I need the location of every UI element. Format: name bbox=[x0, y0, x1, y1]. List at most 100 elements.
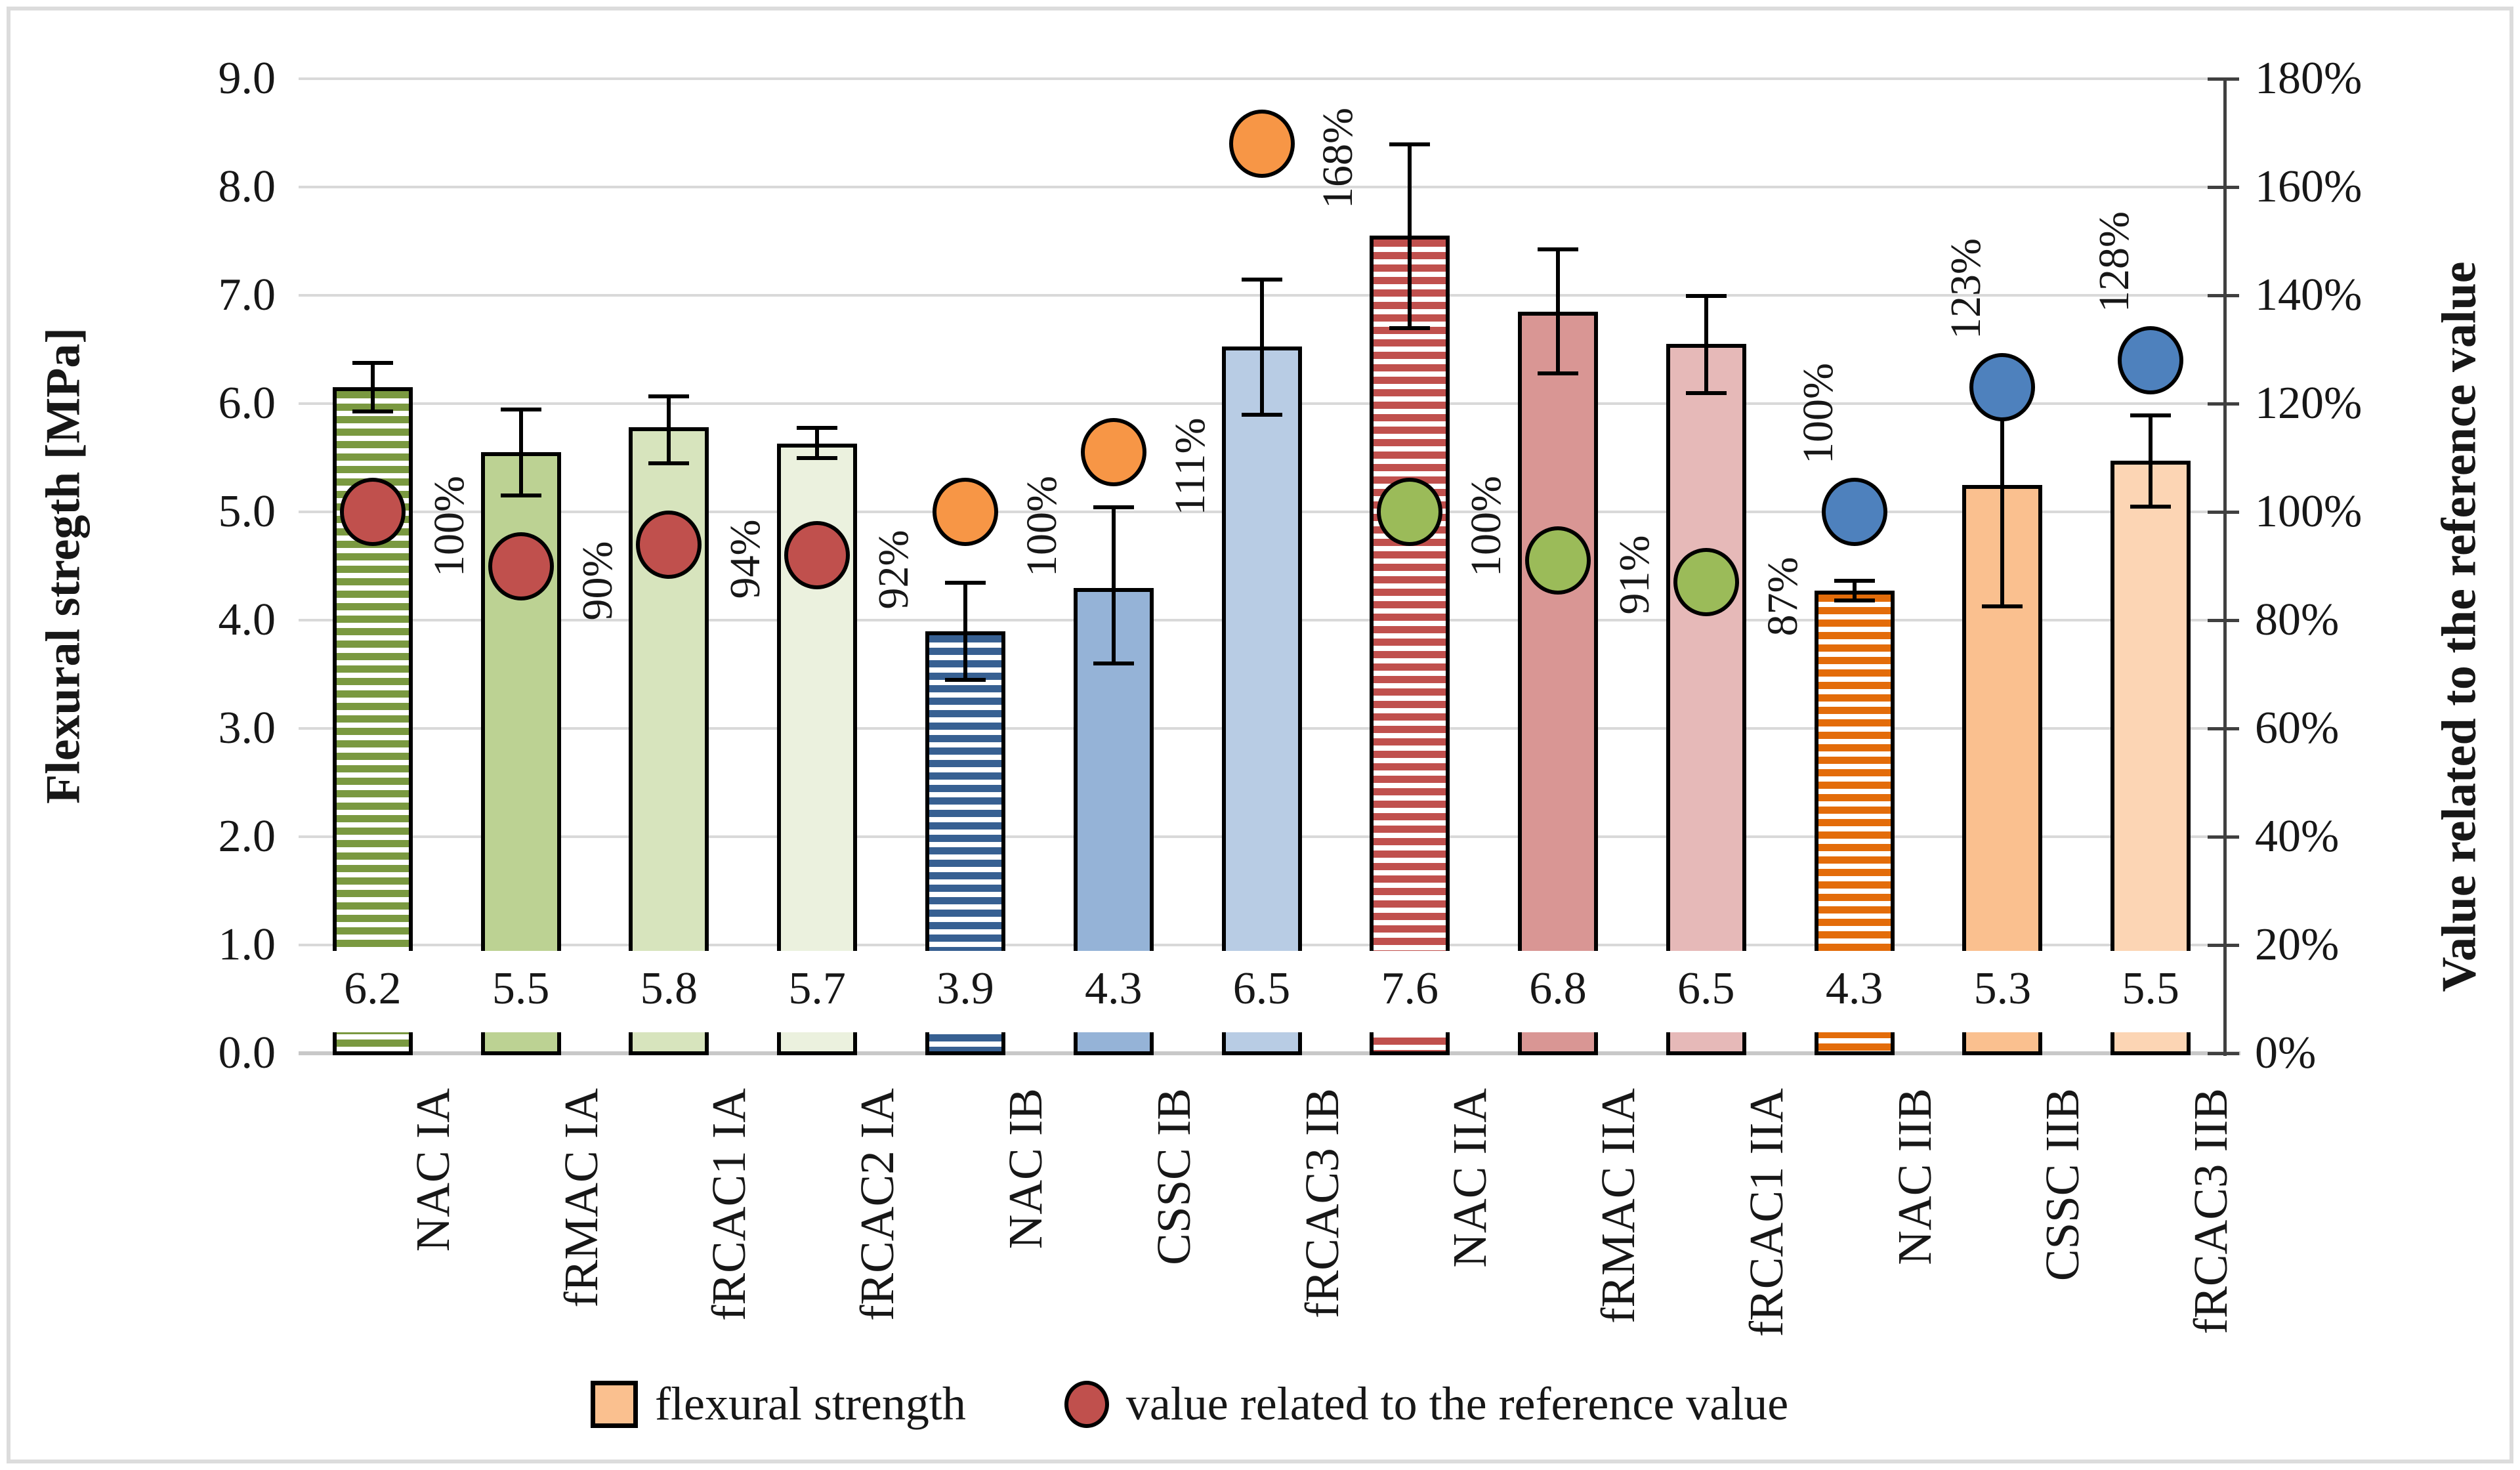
reference-dot-NAC IA bbox=[339, 478, 406, 546]
value-label-background bbox=[1063, 951, 1164, 1032]
error-bar-cap-top bbox=[797, 426, 838, 430]
error-bar-cap-bottom bbox=[1093, 662, 1134, 665]
reference-dot-label: 100% bbox=[1794, 363, 1842, 464]
reference-dot-NAC IIA bbox=[1377, 478, 1443, 546]
category-label-NAC IIB: NAC IIB bbox=[1887, 1088, 1941, 1265]
legend-item-flexural-strength: flexural strength bbox=[591, 1377, 966, 1431]
right-axis-tick-label: 20% bbox=[2255, 919, 2340, 970]
reference-dot-label: 92% bbox=[870, 530, 918, 610]
value-label-background bbox=[1804, 951, 1904, 1032]
legend-label: value related to the reference value bbox=[1125, 1377, 1789, 1430]
error-bar-line bbox=[518, 409, 523, 496]
error-bar-cap-top bbox=[1241, 278, 1282, 282]
error-bar-cap-bottom bbox=[797, 455, 838, 460]
error-bar-cap-bottom bbox=[2130, 504, 2172, 509]
reference-dot-label: 100% bbox=[1017, 476, 1066, 577]
left-axis-tick-label: 3.0 bbox=[218, 703, 276, 753]
left-axis-tick-label: 6.0 bbox=[218, 378, 276, 429]
error-bar-cap-top bbox=[648, 394, 690, 399]
bar-value-label: 6.8 bbox=[1529, 963, 1587, 1014]
error-bar-line bbox=[667, 396, 671, 463]
value-label-background bbox=[1656, 951, 1756, 1032]
value-label-background bbox=[322, 951, 423, 1032]
right-axis-tick-label: 80% bbox=[2255, 595, 2340, 645]
error-bar-line bbox=[1259, 279, 1264, 415]
reference-dot-label: 91% bbox=[1610, 535, 1658, 615]
reference-dot-CSSC IB bbox=[1080, 418, 1146, 487]
bar-NAC IIA bbox=[1370, 236, 1450, 1055]
bar-fRMAC IIA bbox=[1518, 311, 1599, 1055]
right-axis-tick-label: 140% bbox=[2255, 270, 2362, 320]
right-axis-title: Value related to the reference value bbox=[2432, 261, 2487, 992]
legend-item-reference-value: value related to the reference value bbox=[1064, 1377, 1788, 1431]
error-bar-cap-top bbox=[352, 361, 393, 366]
gridline bbox=[299, 186, 2225, 188]
value-label-background bbox=[1508, 951, 1608, 1032]
error-bar-cap-bottom bbox=[352, 409, 393, 413]
error-bar-cap-bottom bbox=[500, 494, 541, 498]
bar-value-label: 5.7 bbox=[788, 963, 846, 1014]
left-axis-title: Flexural stregth [MPa] bbox=[36, 327, 91, 805]
right-axis-tick-label: 160% bbox=[2255, 161, 2362, 212]
bar-value-label: 4.3 bbox=[1825, 963, 1883, 1014]
error-bar-cap-bottom bbox=[1389, 326, 1431, 330]
reference-dot-fRCAC1 IIA bbox=[1673, 548, 1739, 617]
bar-value-label: 7.6 bbox=[1381, 963, 1439, 1014]
bar-value-label: 6.5 bbox=[1232, 963, 1291, 1014]
error-bar-cap-top bbox=[500, 408, 541, 412]
bar-value-label: 5.5 bbox=[2122, 963, 2179, 1014]
bar-value-label: 6.2 bbox=[344, 963, 402, 1014]
right-axis-tick-label: 40% bbox=[2255, 811, 2340, 862]
reference-dot-label: 94% bbox=[721, 519, 770, 598]
right-axis-tick-label: 100% bbox=[2255, 486, 2362, 537]
error-bar-line bbox=[963, 582, 967, 680]
bar-value-label: 5.3 bbox=[1973, 963, 2032, 1014]
reference-dot-fRCAC3 IIB bbox=[2118, 326, 2184, 394]
reference-dot-label: 90% bbox=[573, 541, 621, 620]
reference-dot-label: 100% bbox=[1462, 476, 1511, 577]
category-label-fRCAC3 IIB: fRCAC3 IIB bbox=[2184, 1088, 2238, 1335]
reference-dot-fRCAC2 IA bbox=[784, 521, 850, 589]
error-bar-line bbox=[1111, 506, 1116, 663]
error-bar-cap-bottom bbox=[1241, 412, 1282, 417]
reference-dot-label: 111% bbox=[1166, 417, 1214, 516]
right-axis-tick-label: 180% bbox=[2255, 53, 2362, 104]
reference-dot-fRCAC1 IA bbox=[636, 510, 702, 579]
legend-square-marker-icon bbox=[591, 1380, 638, 1428]
error-bar-cap-top bbox=[944, 581, 986, 585]
left-axis-tick-label: 5.0 bbox=[218, 486, 276, 537]
bar-value-label: 5.8 bbox=[640, 963, 698, 1014]
error-bar-line bbox=[1852, 579, 1857, 601]
reference-dot-label: 168% bbox=[1314, 108, 1362, 209]
error-bar-line bbox=[370, 362, 375, 411]
error-bar-cap-top bbox=[1093, 505, 1134, 509]
bar-value-label: 3.9 bbox=[936, 963, 994, 1014]
right-axis-tick-label: 120% bbox=[2255, 378, 2362, 429]
error-bar-cap-top bbox=[1685, 294, 1727, 298]
reference-dot-NAC IB bbox=[932, 478, 998, 546]
error-bar-cap-bottom bbox=[1538, 371, 1579, 375]
value-label-background bbox=[915, 951, 1015, 1032]
reference-dot-fRCAC3 IB bbox=[1228, 110, 1295, 178]
bar-value-label: 5.5 bbox=[492, 963, 550, 1014]
left-axis-tick-label: 4.0 bbox=[218, 595, 276, 645]
reference-dot-label: 87% bbox=[1758, 556, 1807, 637]
value-label-background bbox=[619, 951, 719, 1032]
bar-fRCAC1 IIA bbox=[1666, 344, 1746, 1055]
left-axis-tick-label: 9.0 bbox=[218, 53, 276, 104]
value-label-background bbox=[1211, 951, 1312, 1032]
value-label-background bbox=[471, 951, 571, 1032]
reference-dot-fRMAC IIA bbox=[1525, 526, 1591, 595]
error-bar-cap-bottom bbox=[1982, 604, 2023, 608]
error-bar-cap-top bbox=[2130, 413, 2172, 417]
bar-fRCAC3 IB bbox=[1221, 346, 1302, 1055]
error-bar-line bbox=[1556, 249, 1561, 373]
error-bar-line bbox=[2149, 414, 2153, 507]
error-bar-cap-top bbox=[1389, 142, 1431, 146]
error-bar-line bbox=[1704, 295, 1708, 393]
category-label-NAC IA: NAC IA bbox=[406, 1088, 459, 1252]
value-label-background bbox=[767, 951, 868, 1032]
left-axis-tick-label: 0.0 bbox=[218, 1028, 276, 1078]
right-axis-line bbox=[2223, 77, 2227, 1056]
